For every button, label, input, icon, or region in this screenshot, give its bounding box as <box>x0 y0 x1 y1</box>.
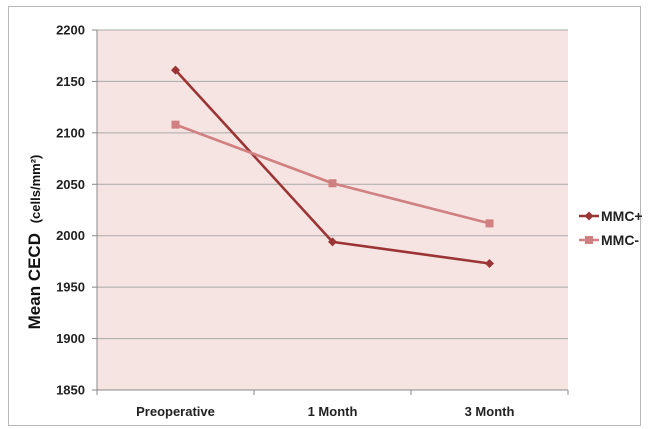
x-tick-label: 3 Month <box>465 404 515 419</box>
data-point <box>328 179 337 188</box>
series-mmc- <box>171 120 494 228</box>
legend-marker <box>584 211 594 221</box>
legend: MMC+ MMC- <box>579 208 643 248</box>
legend-label: MMC+ <box>601 208 643 224</box>
series-mmc- <box>171 65 494 268</box>
y-tick-label: 2200 <box>56 23 85 38</box>
y-axis-label-main: Mean CECD <box>25 233 44 329</box>
data-point <box>171 120 180 129</box>
legend-marker <box>585 236 593 244</box>
y-tick-label: 2100 <box>56 125 85 140</box>
data-point <box>485 258 494 268</box>
data-point <box>171 65 180 75</box>
y-tick-label: 1850 <box>56 383 85 398</box>
data-point <box>485 219 494 228</box>
y-tick-label: 2000 <box>56 228 85 243</box>
y-tick-label: 2050 <box>56 177 85 192</box>
legend-item: MMC- <box>579 232 639 248</box>
y-axis-ticks: 1850 1900 1950 2000 2050 2100 2150 2200 <box>56 23 97 398</box>
y-axis-label: Mean CECD (cells/mm²) <box>25 155 44 330</box>
y-tick-label: 1900 <box>56 331 85 346</box>
y-tick-label: 1950 <box>56 280 85 295</box>
y-axis-label-units: (cells/mm²) <box>28 155 43 224</box>
axes <box>96 30 568 391</box>
series-group <box>171 65 494 268</box>
x-axis-ticks: Preoperative 1 Month 3 Month <box>96 390 569 419</box>
x-tick-label: 1 Month <box>308 404 358 419</box>
legend-item: MMC+ <box>579 208 643 224</box>
legend-label: MMC- <box>601 232 639 248</box>
data-point <box>328 237 337 247</box>
y-tick-label: 2150 <box>56 74 85 89</box>
x-tick-label: Preoperative <box>136 404 215 419</box>
plot-area <box>97 30 568 390</box>
